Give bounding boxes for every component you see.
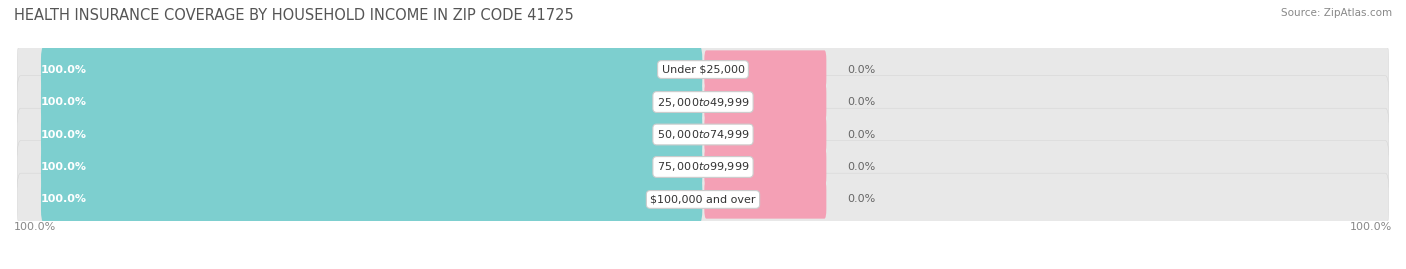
FancyBboxPatch shape xyxy=(17,108,1389,161)
Text: 0.0%: 0.0% xyxy=(848,162,876,172)
Text: 0.0%: 0.0% xyxy=(848,194,876,204)
FancyBboxPatch shape xyxy=(41,144,703,190)
FancyBboxPatch shape xyxy=(704,83,827,121)
Text: 100.0%: 100.0% xyxy=(41,97,86,107)
Text: 100.0%: 100.0% xyxy=(41,129,86,140)
Text: Under $25,000: Under $25,000 xyxy=(661,65,745,75)
FancyBboxPatch shape xyxy=(41,47,703,92)
FancyBboxPatch shape xyxy=(704,180,827,219)
Text: $75,000 to $99,999: $75,000 to $99,999 xyxy=(657,161,749,174)
Text: 100.0%: 100.0% xyxy=(1350,222,1392,232)
Text: 100.0%: 100.0% xyxy=(41,162,86,172)
FancyBboxPatch shape xyxy=(17,141,1389,193)
FancyBboxPatch shape xyxy=(17,76,1389,128)
FancyBboxPatch shape xyxy=(704,115,827,154)
FancyBboxPatch shape xyxy=(704,50,827,89)
Text: 0.0%: 0.0% xyxy=(848,129,876,140)
Text: $100,000 and over: $100,000 and over xyxy=(650,194,756,204)
FancyBboxPatch shape xyxy=(41,79,703,125)
Text: Source: ZipAtlas.com: Source: ZipAtlas.com xyxy=(1281,8,1392,18)
Text: $25,000 to $49,999: $25,000 to $49,999 xyxy=(657,95,749,108)
FancyBboxPatch shape xyxy=(17,43,1389,96)
Text: $50,000 to $74,999: $50,000 to $74,999 xyxy=(657,128,749,141)
FancyBboxPatch shape xyxy=(17,173,1389,226)
Text: 100.0%: 100.0% xyxy=(41,194,86,204)
Text: 0.0%: 0.0% xyxy=(848,65,876,75)
Text: 0.0%: 0.0% xyxy=(848,97,876,107)
Text: 100.0%: 100.0% xyxy=(41,65,86,75)
FancyBboxPatch shape xyxy=(704,148,827,186)
FancyBboxPatch shape xyxy=(41,112,703,157)
Text: 100.0%: 100.0% xyxy=(14,222,56,232)
Text: HEALTH INSURANCE COVERAGE BY HOUSEHOLD INCOME IN ZIP CODE 41725: HEALTH INSURANCE COVERAGE BY HOUSEHOLD I… xyxy=(14,8,574,23)
FancyBboxPatch shape xyxy=(41,177,703,222)
